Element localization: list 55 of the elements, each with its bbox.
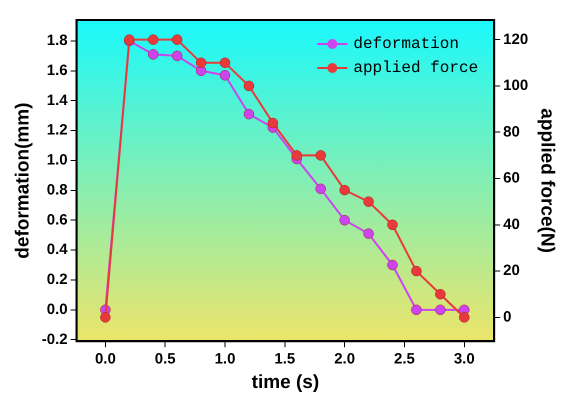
point bbox=[315, 150, 326, 161]
point bbox=[292, 150, 302, 161]
point bbox=[244, 80, 254, 92]
x-tick-label: 3.0 bbox=[454, 350, 475, 368]
x-tick-label: 1.5 bbox=[274, 350, 296, 368]
y-tick-label: 0.6 bbox=[46, 211, 68, 228]
y-tick-label: 1.6 bbox=[46, 62, 68, 79]
point bbox=[220, 58, 230, 68]
point bbox=[172, 34, 182, 45]
y2-tick-label: 60 bbox=[503, 170, 520, 187]
y-tick-label: 1.0 bbox=[46, 152, 68, 169]
y2-tick-label: 40 bbox=[503, 216, 520, 233]
x-tick-label: 0.0 bbox=[94, 350, 116, 368]
point bbox=[387, 220, 398, 230]
y2-tick-label: 20 bbox=[503, 262, 520, 280]
legend-label: deformation bbox=[353, 35, 459, 54]
y-axis-title: deformation(mm) bbox=[12, 102, 34, 259]
y-tick-label: 0.2 bbox=[46, 271, 68, 288]
y-tick-label: 0.0 bbox=[46, 300, 68, 318]
point bbox=[387, 260, 398, 270]
point bbox=[220, 70, 230, 81]
point bbox=[435, 304, 446, 316]
x-tick-label: 1.0 bbox=[214, 350, 236, 368]
point bbox=[148, 49, 158, 60]
point bbox=[363, 228, 374, 239]
y2-tick-label: 120 bbox=[503, 30, 528, 48]
y-tick-label: 1.2 bbox=[46, 122, 68, 139]
point bbox=[339, 184, 350, 196]
y-tick-label: 0.8 bbox=[46, 181, 68, 198]
point bbox=[411, 304, 422, 316]
y-tick-label: 1.8 bbox=[46, 32, 68, 50]
y2-tick-label: 0 bbox=[503, 308, 512, 326]
point bbox=[315, 184, 326, 194]
legend-label: applied force bbox=[353, 59, 478, 78]
point bbox=[411, 266, 422, 276]
y-tick-label: 0.4 bbox=[46, 241, 68, 258]
y2-tick-label: 80 bbox=[503, 123, 520, 140]
point bbox=[148, 34, 158, 45]
point bbox=[268, 118, 278, 128]
y2-axis-title: applied force(N) bbox=[536, 108, 558, 253]
x-tick-label: 2.5 bbox=[394, 350, 415, 368]
y2-tick-label: 100 bbox=[503, 77, 528, 94]
x-tick-label: 2.0 bbox=[334, 350, 356, 368]
x-tick-label: 0.5 bbox=[154, 350, 176, 368]
point bbox=[363, 196, 374, 207]
point bbox=[100, 312, 111, 323]
y-tick-label: 1.4 bbox=[46, 92, 68, 109]
point bbox=[339, 214, 350, 226]
x-axis-title: time (s) bbox=[252, 372, 320, 393]
y-tick-label: -0.2 bbox=[42, 330, 68, 348]
point bbox=[435, 288, 446, 300]
point bbox=[196, 58, 206, 68]
point bbox=[244, 108, 254, 120]
point bbox=[459, 312, 470, 323]
point bbox=[172, 50, 182, 62]
